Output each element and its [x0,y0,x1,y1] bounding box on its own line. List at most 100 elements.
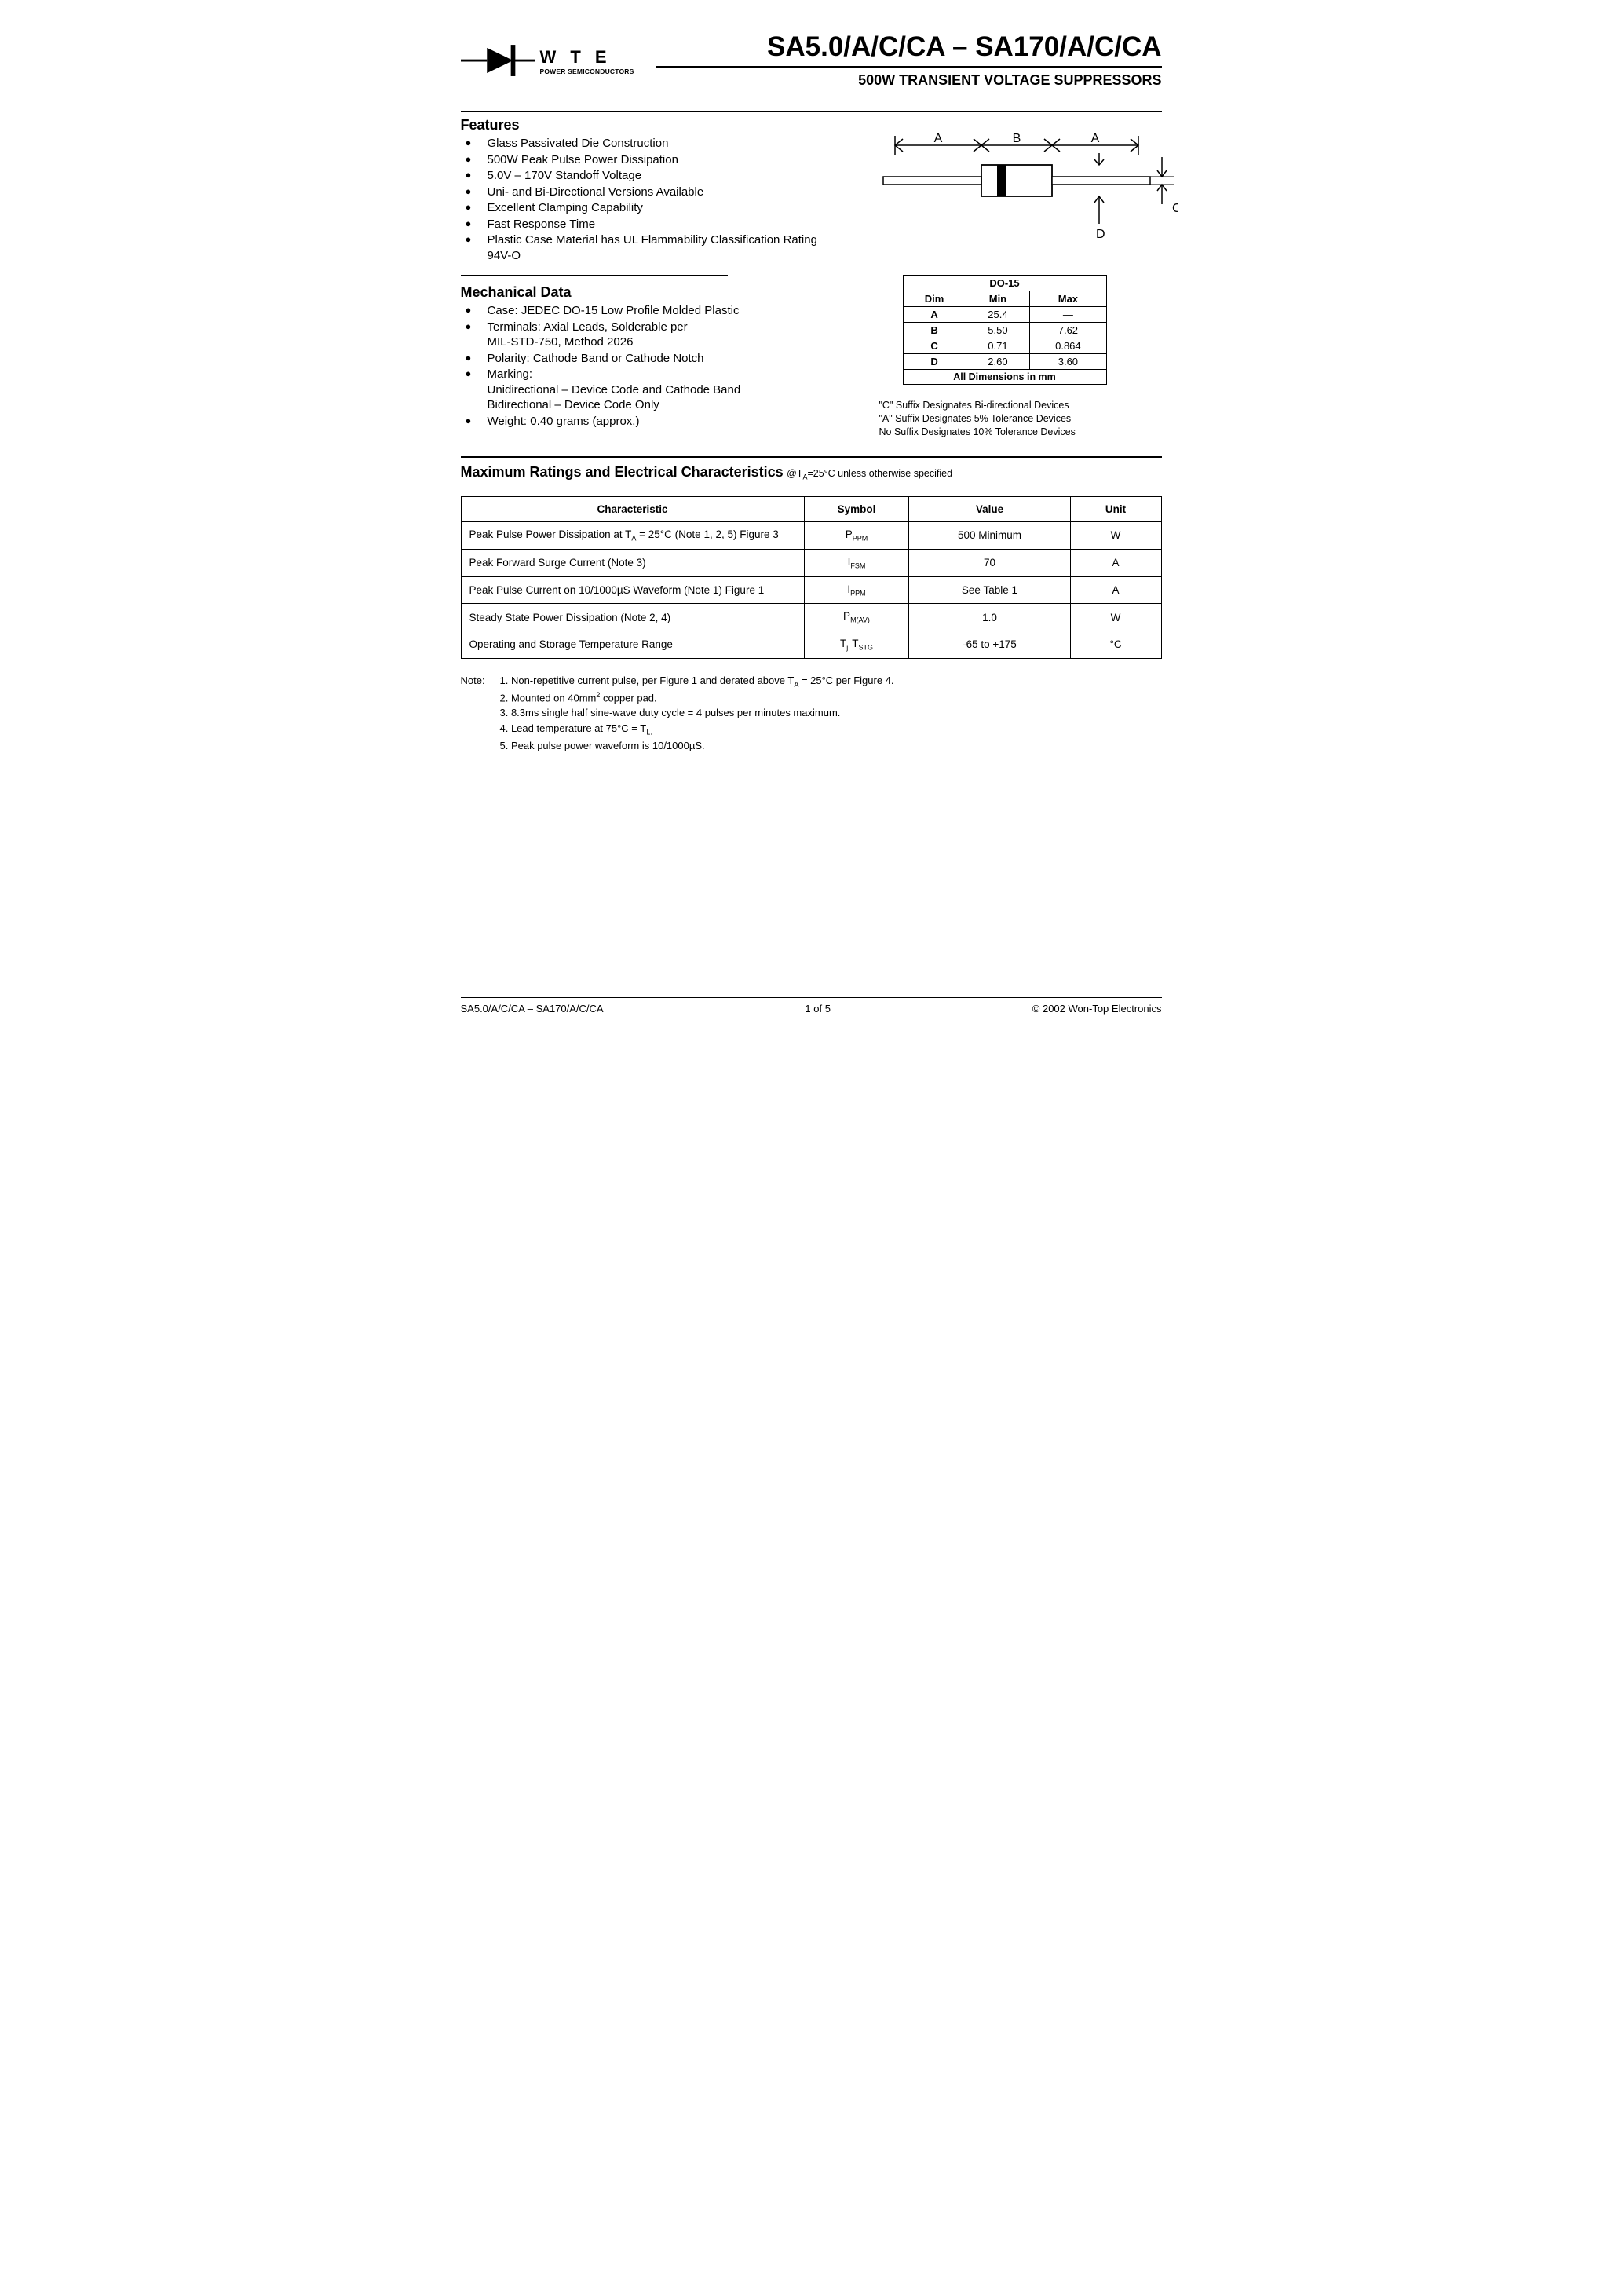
suffix-note-line: No Suffix Designates 10% Tolerance Devic… [879,426,1162,439]
char-symbol: IFSM [804,549,909,576]
mechanical-item: Weight: 0.40 grams (approx.) [464,414,832,430]
char-unit: A [1070,549,1161,576]
maxratings-heading-row: Maximum Ratings and Electrical Character… [461,464,1162,481]
dim-row: A25.4— [903,307,1106,323]
char-col-2: Value [909,497,1070,522]
mechanical-item: Case: JEDEC DO-15 Low Profile Molded Pla… [464,303,832,319]
char-row: Steady State Power Dissipation (Note 2, … [461,604,1161,631]
dim-label-A-right: A [1090,132,1099,145]
note-line: 5. Peak pulse power waveform is 10/1000µ… [461,738,1162,754]
char-unit: °C [1070,631,1161,658]
dim-col-2: Max [1030,291,1106,307]
maxratings-rule [461,456,1162,458]
lead-right [1052,177,1150,185]
note-line: 4. Lead temperature at 75°C = TL. [461,721,1162,738]
char-unit: W [1070,604,1161,631]
dim-cell: 5.50 [966,323,1030,338]
dim-cell: A [903,307,966,323]
dim-cell: 25.4 [966,307,1030,323]
dim-label-C: C [1172,202,1178,215]
char-unit: A [1070,576,1161,604]
features-heading: Features [461,117,832,133]
mechanical-rule [461,275,728,276]
dim-table-title: DO-15 [903,276,1106,291]
mechanical-item: Polarity: Cathode Band or Cathode Notch [464,351,832,367]
package-outline-diagram: A B A C [879,122,1178,247]
char-row: Peak Pulse Power Dissipation at TA = 25°… [461,522,1161,550]
cathode-band [997,165,1006,196]
dim-cell: B [903,323,966,338]
title-rule [656,66,1162,68]
char-cell: Operating and Storage Temperature Range [461,631,804,658]
dim-cell: 0.864 [1030,338,1106,354]
package-body [981,165,1052,196]
dim-table-footer: All Dimensions in mm [903,370,1106,385]
maxratings-heading: Maximum Ratings and Electrical Character… [461,464,784,480]
char-cell: Steady State Power Dissipation (Note 2, … [461,604,804,631]
suffix-note-line: "C" Suffix Designates Bi-directional Dev… [879,399,1162,412]
diode-logo-icon [461,39,535,82]
part-number-title: SA5.0/A/C/CA – SA170/A/C/CA [656,31,1162,63]
char-row: Operating and Storage Temperature RangeT… [461,631,1161,658]
char-symbol: PPPM [804,522,909,550]
features-row: Features Glass Passivated Die Constructi… [461,117,1162,275]
char-cell: Peak Pulse Power Dissipation at TA = 25°… [461,522,804,550]
top-rule [461,111,1162,112]
char-symbol: PM(AV) [804,604,909,631]
footer-left: SA5.0/A/C/CA – SA170/A/C/CA [461,1003,604,1015]
char-value: See Table 1 [909,576,1070,604]
dim-cell: — [1030,307,1106,323]
mechanical-item: Marking:Unidirectional – Device Code and… [464,367,832,413]
mechanical-heading: Mechanical Data [461,284,832,301]
subtitle: 500W TRANSIENT VOLTAGE SUPPRESSORS [656,72,1162,89]
dim-row: D2.603.60 [903,354,1106,370]
feature-item: 500W Peak Pulse Power Dissipation [464,152,832,168]
feature-item: Plastic Case Material has UL Flammabilit… [464,232,832,263]
header: W T E POWER SEMICONDUCTORS SA5.0/A/C/CA … [461,31,1162,89]
feature-item: Fast Response Time [464,217,832,232]
char-row: Peak Pulse Current on 10/1000µS Waveform… [461,576,1161,604]
dim-cell: D [903,354,966,370]
char-value: 1.0 [909,604,1070,631]
suffix-notes: "C" Suffix Designates Bi-directional Dev… [879,399,1162,439]
features-col: Features Glass Passivated Die Constructi… [461,117,832,275]
char-col-3: Unit [1070,497,1161,522]
dim-row: C0.710.864 [903,338,1106,354]
char-symbol: IPPM [804,576,909,604]
char-value: -65 to +175 [909,631,1070,658]
note-line: Note:1. Non-repetitive current pulse, pe… [461,673,1162,690]
suffix-note-line: "A" Suffix Designates 5% Tolerance Devic… [879,412,1162,426]
lead-left [883,177,981,185]
logo-wte: W T E [540,47,634,68]
logo-text: W T E POWER SEMICONDUCTORS [540,47,634,75]
dim-cell: 7.62 [1030,323,1106,338]
footer-row: SA5.0/A/C/CA – SA170/A/C/CA 1 of 5 © 200… [461,998,1162,1015]
note-line: 3. 8.3ms single half sine-wave duty cycl… [461,705,1162,721]
dim-label-B: B [1012,132,1021,145]
feature-item: Glass Passivated Die Construction [464,136,832,152]
char-cell: Peak Pulse Current on 10/1000µS Waveform… [461,576,804,604]
char-col-0: Characteristic [461,497,804,522]
feature-item: Uni- and Bi-Directional Versions Availab… [464,185,832,200]
features-list: Glass Passivated Die Construction500W Pe… [461,136,832,263]
title-block: SA5.0/A/C/CA – SA170/A/C/CA 500W TRANSIE… [656,31,1162,89]
dim-label-A-left: A [933,132,942,145]
dimtable-col: DO-15 Dim Min Max A25.4—B5.507.62C0.710.… [879,275,1162,439]
feature-item: 5.0V – 170V Standoff Voltage [464,168,832,184]
dim-cell: C [903,338,966,354]
feature-item: Excellent Clamping Capability [464,200,832,216]
char-unit: W [1070,522,1161,550]
dim-label-D: D [1096,228,1105,241]
char-symbol: Tj, TSTG [804,631,909,658]
dim-col-0: Dim [903,291,966,307]
footer-right: © 2002 Won-Top Electronics [1032,1003,1162,1015]
char-value: 70 [909,549,1070,576]
char-cell: Peak Forward Surge Current (Note 3) [461,549,804,576]
mechanical-col: Mechanical Data Case: JEDEC DO-15 Low Pr… [461,275,832,439]
dim-col-1: Min [966,291,1030,307]
characteristics-table: Characteristic Symbol Value Unit Peak Pu… [461,496,1162,658]
diagram-col: A B A C [879,117,1162,275]
mechanical-list: Case: JEDEC DO-15 Low Profile Molded Pla… [461,303,832,429]
char-value: 500 Minimum [909,522,1070,550]
dimension-table: DO-15 Dim Min Max A25.4—B5.507.62C0.710.… [903,275,1107,385]
